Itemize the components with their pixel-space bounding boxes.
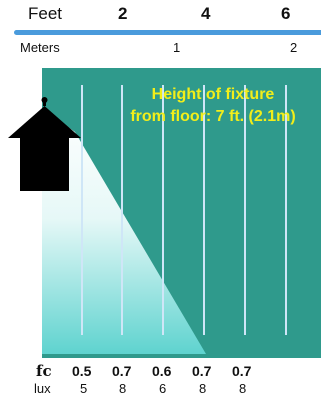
lux-label: lux [34, 381, 51, 396]
measurement-lines [81, 85, 287, 335]
lux-value: 5 [80, 381, 88, 396]
fc-value: 0.7 [112, 363, 132, 379]
meter-tick-1: 1 [173, 40, 181, 55]
fc-value: 0.5 [72, 363, 92, 379]
light-distribution-diagram: Height of fixture from floor: 7 ft. (2.1… [8, 68, 321, 358]
feet-label: Feet [28, 4, 63, 23]
measurement-line [121, 85, 123, 335]
fc-label: fc [36, 362, 52, 380]
light-fixture-icon [8, 97, 81, 191]
feet-tick-6: 6 [281, 4, 291, 23]
lux-value: 8 [119, 381, 127, 396]
measurement-line [162, 85, 164, 335]
measurement-line [81, 85, 83, 335]
fc-value: 0.7 [232, 363, 252, 379]
lux-value: 8 [199, 381, 207, 396]
scale-bar [14, 30, 321, 35]
measurement-line [285, 85, 287, 335]
meter-tick-2: 2 [290, 40, 298, 55]
fixture-height-annotation-line1: Height of fixture [152, 86, 275, 103]
feet-tick-2: 2 [118, 4, 128, 23]
fixture-height-annotation-line2: from floor: 7 ft. (2.1m) [130, 108, 295, 125]
fc-value: 0.6 [152, 363, 172, 379]
feet-tick-4: 4 [201, 4, 211, 23]
meters-label: Meters [20, 40, 60, 55]
measurement-line [244, 85, 246, 335]
lux-value: 8 [239, 381, 247, 396]
fc-value: 0.7 [192, 363, 212, 379]
measurement-line [203, 85, 205, 335]
lux-value: 6 [159, 381, 167, 396]
